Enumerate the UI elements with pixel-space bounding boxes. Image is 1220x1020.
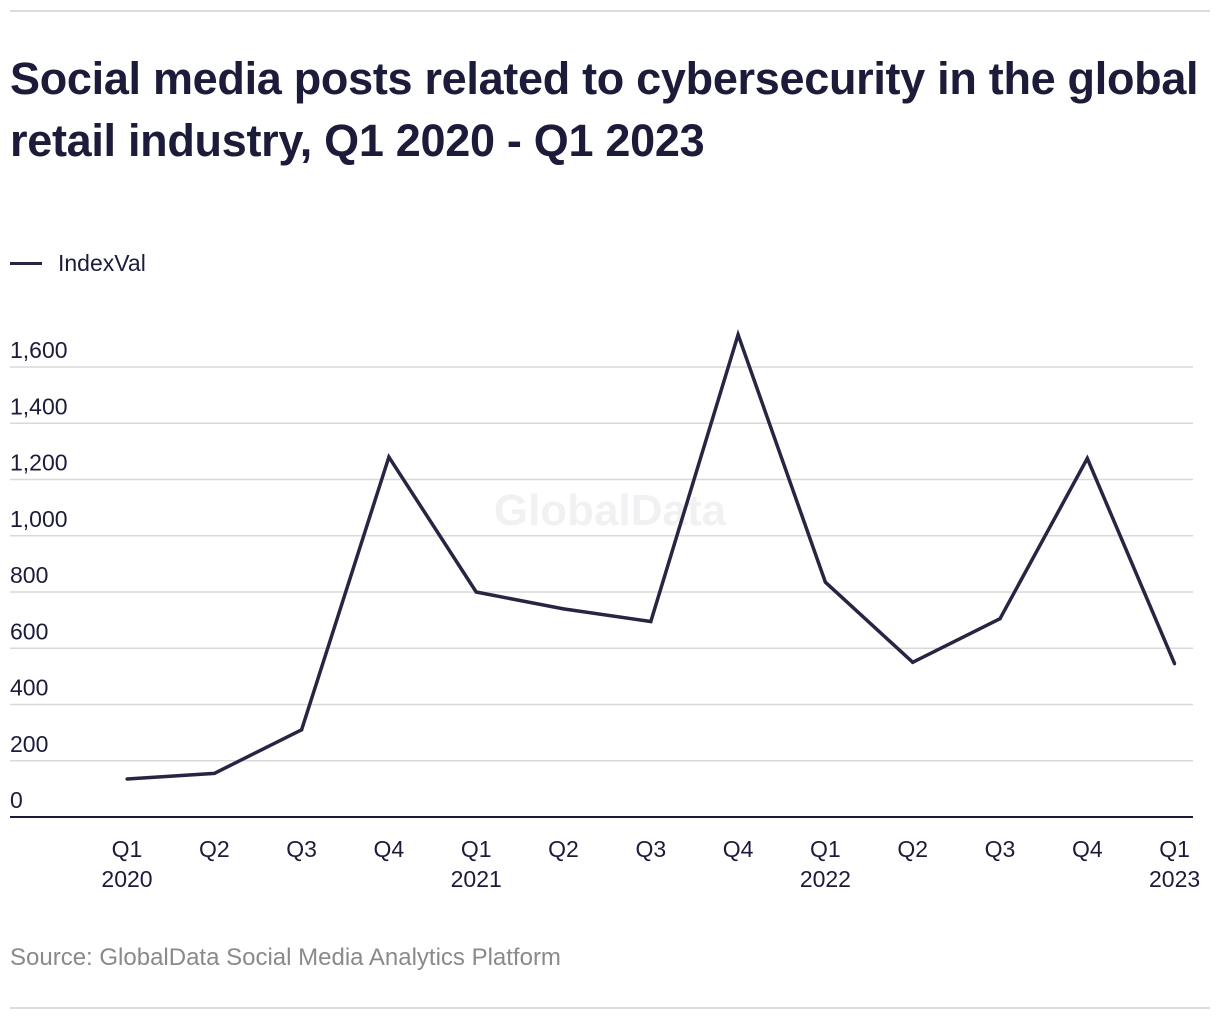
x-tick-year-label: 2023 bbox=[1149, 866, 1200, 892]
grid-lines bbox=[10, 366, 1193, 762]
data-point bbox=[736, 333, 740, 337]
data-point bbox=[125, 777, 129, 781]
bottom-rule bbox=[10, 1007, 1210, 1009]
y-tick-label: 1,200 bbox=[10, 450, 68, 476]
data-point bbox=[474, 590, 478, 594]
data-point bbox=[1085, 456, 1089, 461]
x-tick-label: Q2 bbox=[897, 836, 928, 862]
watermark: GlobalData bbox=[494, 486, 727, 535]
x-tick-label: Q3 bbox=[985, 836, 1016, 862]
data-point bbox=[212, 771, 216, 776]
y-axis-ticks: 0 200 400 600 800 1,000 1,200 1,400 1,600 bbox=[10, 337, 68, 813]
x-tick-label: Q4 bbox=[1072, 836, 1103, 862]
x-tick-label: Q1 bbox=[1159, 836, 1190, 862]
x-axis-ticks: Q1 2020 Q2 Q3 Q4 Q1 2021 Q2 Q3 Q4 Q1 2022 Q2 Q3 Q4 Q1 20… bbox=[101, 836, 1200, 892]
y-tick-label: 0 bbox=[10, 787, 23, 813]
data-point bbox=[998, 617, 1002, 621]
data-point bbox=[911, 660, 915, 664]
x-tick-label: Q4 bbox=[374, 836, 405, 862]
series-layer bbox=[125, 329, 1177, 781]
x-tick-year-label: 2020 bbox=[101, 866, 152, 892]
y-tick-label: 600 bbox=[10, 618, 48, 644]
data-point bbox=[823, 580, 828, 584]
x-tick-label: Q4 bbox=[723, 836, 754, 862]
x-tick-label: Q1 bbox=[461, 836, 492, 862]
series-line-indexval bbox=[126, 329, 1177, 781]
source-note: Source: GlobalData Social Media Analytic… bbox=[10, 944, 561, 971]
data-point bbox=[387, 455, 391, 459]
legend-label: IndexVal bbox=[58, 249, 146, 276]
data-point bbox=[561, 607, 566, 611]
y-tick-label: 800 bbox=[10, 562, 48, 588]
x-tick-label: Q2 bbox=[548, 836, 579, 862]
x-tick-label: Q3 bbox=[635, 836, 666, 862]
chart-title: Social media posts related to cybersecur… bbox=[10, 53, 1199, 166]
x-tick-label: Q2 bbox=[199, 836, 230, 862]
legend: IndexVal bbox=[10, 248, 146, 278]
y-tick-label: 1,000 bbox=[10, 506, 68, 532]
y-tick-label: 1,400 bbox=[10, 393, 68, 419]
x-tick-label: Q1 bbox=[810, 836, 841, 862]
data-point bbox=[649, 619, 653, 624]
data-point bbox=[300, 728, 304, 732]
x-tick-label: Q1 bbox=[112, 836, 143, 862]
x-tick-year-label: 2021 bbox=[451, 866, 502, 892]
data-point bbox=[1173, 662, 1177, 666]
y-tick-label: 1,600 bbox=[10, 337, 68, 363]
y-tick-label: 200 bbox=[10, 731, 48, 757]
x-tick-label: Q3 bbox=[286, 836, 317, 862]
x-tick-year-label: 2022 bbox=[800, 866, 851, 892]
legend-swatch bbox=[10, 261, 42, 265]
top-rule bbox=[10, 10, 1210, 12]
y-tick-label: 400 bbox=[10, 675, 48, 701]
line-chart: GlobalData 0 200 400 600 800 1,000 1,200 1,400 1… bbox=[10, 329, 1200, 892]
